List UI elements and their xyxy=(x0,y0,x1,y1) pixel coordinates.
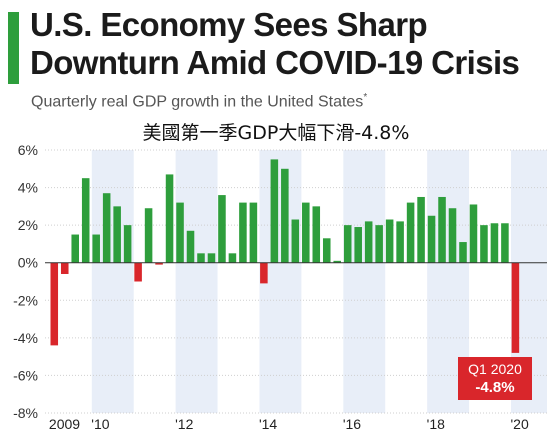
gdp-bar xyxy=(281,168,289,263)
q1-2020-callout: Q1 2020 -4.8% xyxy=(458,357,532,400)
y-tick-label: -2% xyxy=(13,292,38,308)
gdp-bar xyxy=(469,204,478,263)
x-tick-label: '14 xyxy=(259,416,277,432)
chinese-headline-note: 美國第一季GDP大幅下滑-4.8% xyxy=(142,122,410,144)
year-band xyxy=(91,150,134,413)
gdp-bar xyxy=(239,202,247,263)
gdp-bar xyxy=(364,221,373,263)
y-tick-label: 6% xyxy=(18,142,38,158)
year-band xyxy=(343,150,386,413)
callout-label: Q1 2020 xyxy=(468,361,522,377)
gdp-bar xyxy=(312,206,321,263)
gdp-bar xyxy=(302,202,310,263)
y-tick-label: 2% xyxy=(18,217,38,233)
year-band xyxy=(175,150,218,413)
chart-subtitle: Quarterly real GDP growth in the United … xyxy=(31,92,367,111)
gdp-bar xyxy=(291,219,300,263)
x-tick-label: 2009 xyxy=(49,416,80,432)
gdp-bar xyxy=(144,208,153,263)
gdp-bar xyxy=(354,227,362,263)
gdp-bar xyxy=(50,262,59,346)
gdp-bar xyxy=(448,208,457,263)
gdp-bar xyxy=(165,174,174,263)
gdp-bar xyxy=(92,234,100,263)
y-tick-label: 4% xyxy=(18,180,38,196)
chart-title: U.S. Economy Sees Sharp Downturn Amid CO… xyxy=(30,6,545,82)
gdp-bar xyxy=(260,262,268,284)
gdp-bar xyxy=(249,202,258,263)
x-tick-label: '10 xyxy=(91,416,109,432)
gdp-bar xyxy=(113,206,121,263)
y-tick-label: -8% xyxy=(13,405,38,421)
callout-value: -4.8% xyxy=(475,379,515,396)
gdp-bar xyxy=(438,196,446,263)
title-line-1: U.S. Economy Sees Sharp xyxy=(30,6,428,43)
gdp-bar xyxy=(176,202,184,263)
gdp-bar xyxy=(459,242,467,263)
x-tick-label: '20 xyxy=(510,416,528,432)
gdp-bar xyxy=(427,215,436,263)
x-tick-label: '12 xyxy=(175,416,193,432)
title-line-2: Downturn Amid COVID-19 Crisis xyxy=(30,44,520,81)
gdp-bar xyxy=(270,159,279,263)
gdp-bar xyxy=(501,223,509,263)
gdp-bar xyxy=(123,225,132,263)
footnote-mark: * xyxy=(363,92,368,103)
gdp-bar xyxy=(511,262,520,353)
gdp-bar xyxy=(396,221,404,263)
gdp-bar xyxy=(186,230,195,263)
title-accent-bar xyxy=(8,12,19,84)
y-tick-label: -6% xyxy=(13,367,38,383)
gdp-bar xyxy=(406,202,415,263)
gdp-bar xyxy=(375,225,383,263)
x-tick-label: '18 xyxy=(427,416,445,432)
gdp-bar xyxy=(71,234,80,263)
gdp-bar xyxy=(60,262,69,274)
y-tick-label: -4% xyxy=(13,330,38,346)
gdp-bar xyxy=(197,253,205,263)
y-tick-label: 0% xyxy=(18,255,38,271)
gdp-bar xyxy=(134,262,142,282)
gdp-bar xyxy=(333,260,342,263)
gdp-bar xyxy=(385,219,394,263)
gdp-bar xyxy=(218,195,226,263)
x-tick-label: '16 xyxy=(343,416,361,432)
gdp-bar xyxy=(207,253,216,263)
gdp-bar xyxy=(480,225,488,263)
gdp-bar xyxy=(490,223,499,263)
gdp-bar xyxy=(228,253,237,263)
gdp-bar xyxy=(102,193,111,263)
gdp-bar xyxy=(417,196,425,263)
gdp-bar xyxy=(81,178,90,263)
subtitle-text: Quarterly real GDP growth in the United … xyxy=(31,93,364,111)
gdp-bar xyxy=(155,262,163,265)
gdp-bar xyxy=(343,225,352,263)
gdp-bar xyxy=(322,238,331,263)
